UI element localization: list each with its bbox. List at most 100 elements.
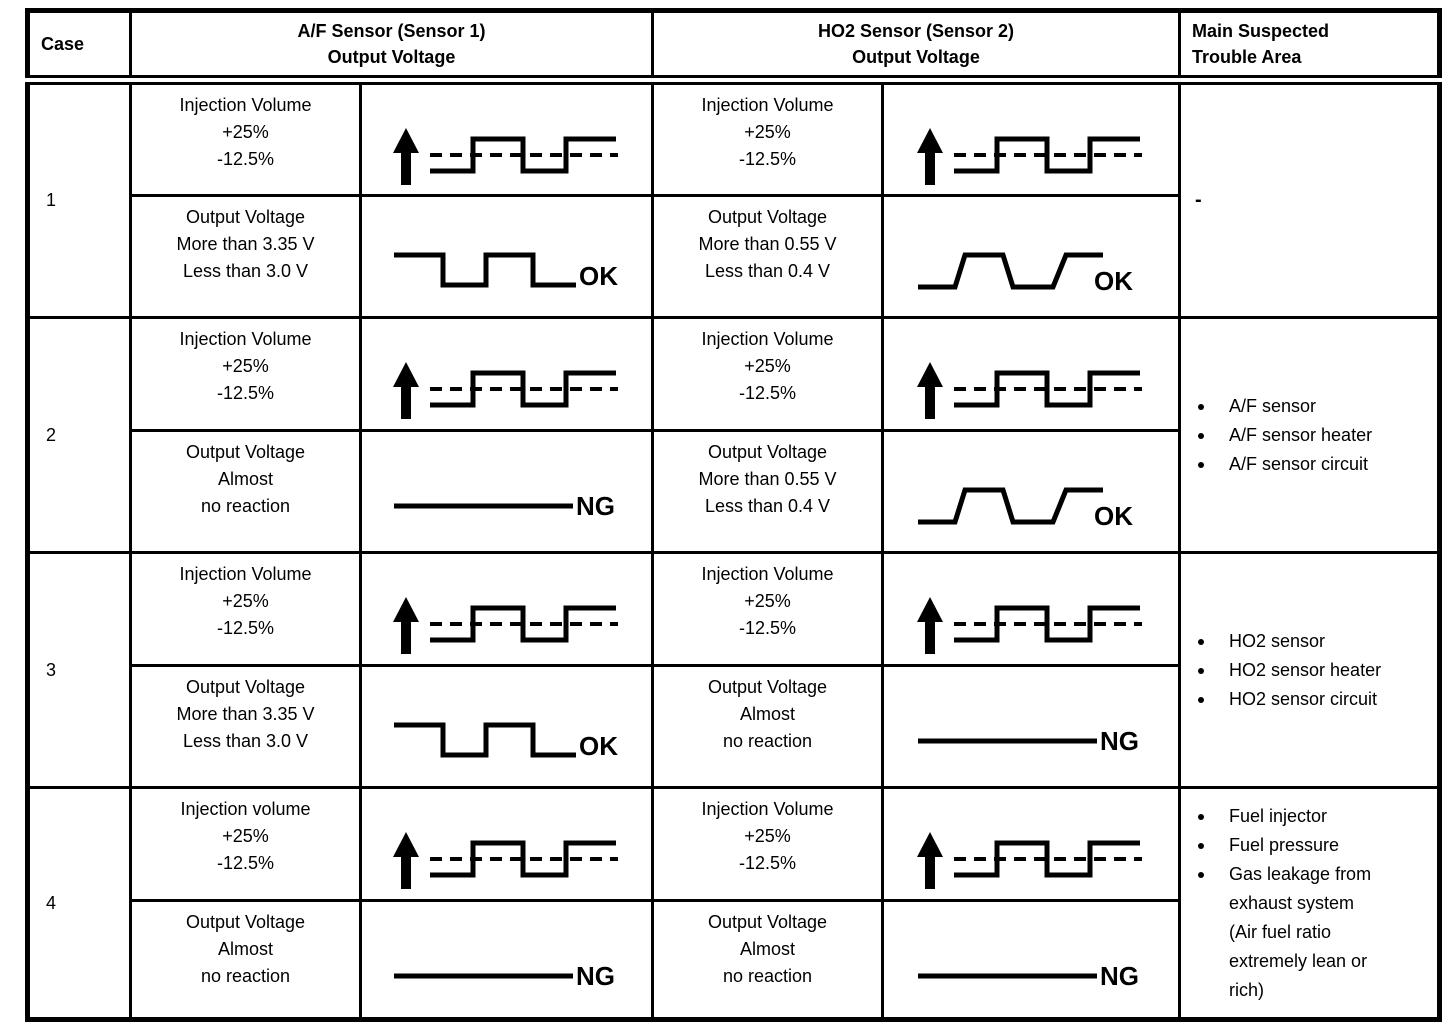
trapezoid-wave-ok-icon: OK xyxy=(916,247,1133,295)
injection-label: Injection Volume xyxy=(701,329,834,349)
ho2-output-waveform-cell: NG xyxy=(881,899,1181,1021)
injection-plus: +25% xyxy=(744,356,791,376)
trouble-item: Fuel pressure xyxy=(1195,831,1433,860)
af-injection-text-cell: Injection Volume +25% -12.5% xyxy=(129,316,362,432)
output-voltage-spec: no reaction xyxy=(200,496,291,516)
output-voltage-spec: Almost xyxy=(739,939,795,959)
af-output-waveform-cell: OK xyxy=(359,194,654,319)
case-number: 1 xyxy=(26,78,132,319)
af-injection-waveform-cell xyxy=(359,316,654,432)
trouble-area-cell: Fuel injector Fuel pressure Gas leakage … xyxy=(1178,786,1441,1021)
ho2-output-waveform-cell: OK xyxy=(881,194,1181,319)
trouble-header-line1: Main Suspected xyxy=(1192,20,1330,41)
trouble-item: HO2 sensor heater xyxy=(1195,656,1433,685)
ho2-output-text-cell: Output Voltage More than 0.55 V Less tha… xyxy=(651,194,884,319)
injection-waveform-icon xyxy=(916,829,1146,893)
square-wave-ok-icon: OK xyxy=(392,247,618,291)
col-header-ho2-sensor: HO2 Sensor (Sensor 2) Output Voltage xyxy=(651,9,1181,85)
case-number: 2 xyxy=(26,316,132,554)
case3-output-row: Output Voltage More than 3.35 V Less tha… xyxy=(28,664,1440,789)
output-voltage-spec: Almost xyxy=(217,939,273,959)
ho2-sensor-header-line1: HO2 Sensor (Sensor 2) xyxy=(817,20,1015,41)
ho2-injection-text-cell: Injection Volume +25% -12.5% xyxy=(651,316,884,432)
case4-output-row: Output Voltage Almost no reaction NG Out… xyxy=(28,899,1440,1021)
injection-minus: -12.5% xyxy=(216,148,275,169)
af-output-text-cell: Output Voltage Almost no reaction xyxy=(129,429,362,554)
trouble-item: HO2 sensor circuit xyxy=(1195,685,1433,714)
case-number: 3 xyxy=(26,551,132,789)
trouble-list: A/F sensor A/F sensor heater A/F sensor … xyxy=(1181,392,1437,479)
af-injection-text-cell: Injection volume +25% -12.5% xyxy=(129,786,362,902)
case2-injection-row: 2 Injection Volume +25% -12.5% Injection… xyxy=(26,316,1441,554)
injection-waveform-icon xyxy=(916,594,1146,658)
result-label: NG xyxy=(576,961,615,991)
injection-label: Injection Volume xyxy=(701,799,834,819)
output-voltage-spec: More than 0.55 V xyxy=(698,234,837,254)
output-voltage-spec: More than 0.55 V xyxy=(698,469,837,489)
square-wave-ok-icon: OK xyxy=(392,717,618,761)
ho2-injection-waveform-cell xyxy=(881,551,1181,667)
case3-injection-row: 3 Injection Volume +25% -12.5% Injection… xyxy=(26,551,1441,789)
output-voltage-label: Output Voltage xyxy=(707,677,828,697)
injection-plus: +25% xyxy=(744,591,791,611)
injection-waveform-icon xyxy=(392,829,622,893)
trouble-list: HO2 sensor HO2 sensor heater HO2 sensor … xyxy=(1181,627,1437,714)
output-voltage-spec: More than 3.35 V xyxy=(176,234,315,254)
af-injection-text-cell: Injection Volume +25% -12.5% xyxy=(129,78,362,197)
ho2-injection-waveform-cell xyxy=(881,78,1181,197)
case2-output-row: Output Voltage Almost no reaction NG Out… xyxy=(28,429,1440,554)
ho2-output-text-cell: Output Voltage More than 0.55 V Less tha… xyxy=(651,429,884,554)
case4-injection-row: 4 Injection volume +25% -12.5% Injection… xyxy=(26,786,1441,1021)
trouble-header-line2: Trouble Area xyxy=(1192,46,1302,67)
output-voltage-spec: no reaction xyxy=(200,966,291,986)
injection-label: Injection Volume xyxy=(179,564,312,584)
output-voltage-label: Output Voltage xyxy=(185,207,306,227)
output-voltage-spec: Less than 3.0 V xyxy=(182,731,309,751)
injection-minus: -12.5% xyxy=(216,618,275,638)
ho2-output-waveform-cell: NG xyxy=(881,664,1181,789)
injection-minus: -12.5% xyxy=(738,853,797,873)
case-number: 4 xyxy=(26,786,132,1021)
result-label: NG xyxy=(576,491,615,521)
injection-label: Injection volume xyxy=(180,799,311,819)
output-voltage-label: Output Voltage xyxy=(185,442,306,462)
injection-waveform-icon xyxy=(392,359,622,423)
output-voltage-spec: no reaction xyxy=(722,966,813,986)
trapezoid-wave-ok-icon: OK xyxy=(916,482,1133,530)
injection-waveform-icon xyxy=(392,594,622,658)
trouble-list: Fuel injector Fuel pressure Gas leakage … xyxy=(1181,802,1437,1005)
flat-line-ng-icon: NG xyxy=(392,491,615,521)
injection-label: Injection Volume xyxy=(179,94,312,115)
result-label: NG xyxy=(1100,961,1139,991)
af-output-waveform-cell: OK xyxy=(359,664,654,789)
af-output-waveform-cell: NG xyxy=(359,429,654,554)
injection-minus: -12.5% xyxy=(216,383,275,403)
af-output-text-cell: Output Voltage Almost no reaction xyxy=(129,899,362,1021)
output-voltage-label: Output Voltage xyxy=(185,912,306,932)
result-label: OK xyxy=(579,261,618,291)
injection-waveform-icon xyxy=(916,125,1146,189)
af-injection-text-cell: Injection Volume +25% -12.5% xyxy=(129,551,362,667)
af-sensor-header-line2: Output Voltage xyxy=(327,46,456,67)
result-label: OK xyxy=(1094,266,1133,295)
result-label: OK xyxy=(579,731,618,761)
af-sensor-header-line1: A/F Sensor (Sensor 1) xyxy=(297,20,486,41)
output-voltage-spec: More than 3.35 V xyxy=(176,704,315,724)
af-injection-waveform-cell xyxy=(359,78,654,197)
injection-waveform-icon xyxy=(916,359,1146,423)
injection-minus: -12.5% xyxy=(738,148,797,169)
injection-label: Injection Volume xyxy=(701,94,834,115)
result-label: NG xyxy=(1100,726,1139,756)
injection-plus: +25% xyxy=(744,121,791,142)
ho2-sensor-header-line2: Output Voltage xyxy=(852,46,980,67)
col-header-af-sensor: A/F Sensor (Sensor 1) Output Voltage xyxy=(129,9,654,85)
injection-plus: +25% xyxy=(222,591,269,611)
injection-waveform-icon xyxy=(392,125,622,189)
output-voltage-label: Output Voltage xyxy=(707,442,828,462)
trouble-item: Gas leakage from exhaust system (Air fue… xyxy=(1195,860,1433,1005)
sensor-diagnostic-table: Case A/F Sensor (Sensor 1) Output Voltag… xyxy=(25,8,1442,1022)
ho2-output-text-cell: Output Voltage Almost no reaction xyxy=(651,899,884,1021)
flat-line-ng-icon: NG xyxy=(392,961,615,991)
trouble-item: A/F sensor xyxy=(1195,392,1433,421)
case1-output-row: Output Voltage More than 3.35 V Less tha… xyxy=(28,194,1440,319)
